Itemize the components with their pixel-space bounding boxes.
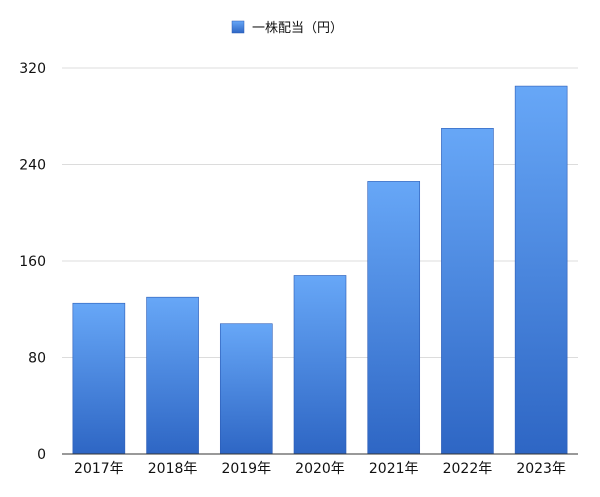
bar-2023年: [514, 85, 568, 455]
x-tick-label: 2023年: [516, 461, 566, 477]
y-tick-label: 0: [37, 447, 46, 463]
bar-2019年: [219, 323, 273, 455]
y-tick-label: 320: [19, 61, 46, 77]
legend: 一株配当（円）: [231, 20, 343, 36]
x-tick-label: 2017年: [74, 461, 124, 477]
bar-2017年: [72, 302, 126, 455]
y-tick-label: 160: [19, 254, 46, 270]
bars: [72, 85, 568, 455]
y-tick-label: 80: [28, 351, 46, 367]
legend-label: 一株配当（円）: [252, 21, 343, 36]
x-axis-tick-labels: 2017年 2018年 2019年 2020年 2021年 2022年 2023年: [74, 461, 566, 477]
y-tick-label: 240: [19, 158, 46, 174]
x-tick-label: 2020年: [295, 461, 345, 477]
x-tick-label: 2019年: [221, 461, 271, 477]
y-axis-tick-labels: 0 80 160 240 320: [19, 61, 46, 463]
bar-2021年: [367, 181, 421, 455]
x-tick-label: 2022年: [443, 461, 493, 477]
x-tick-label: 2018年: [148, 461, 198, 477]
x-tick-label: 2021年: [369, 461, 419, 477]
bar-2018年: [146, 296, 199, 455]
bar-2020年: [293, 275, 347, 455]
legend-swatch: [231, 20, 245, 34]
bar-2022年: [441, 128, 494, 455]
